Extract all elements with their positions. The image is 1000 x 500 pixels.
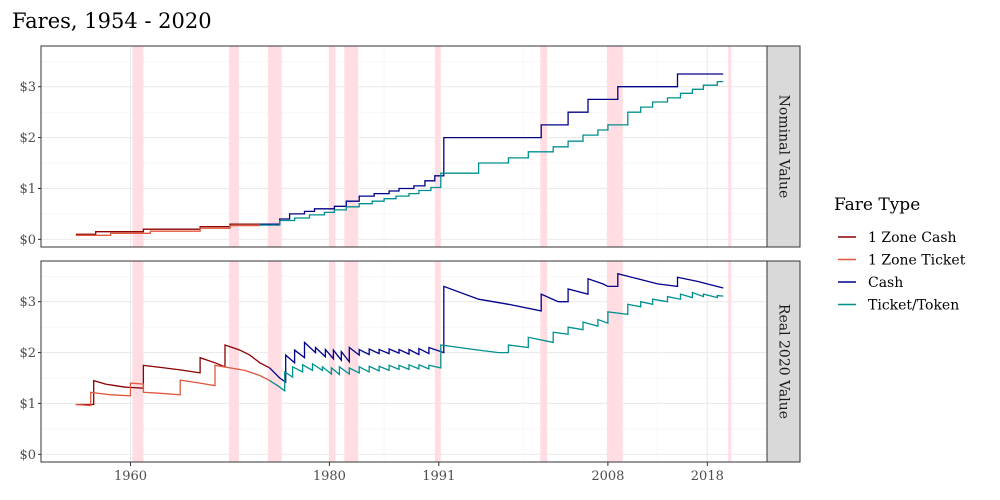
chart-title: Fares, 1954 - 2020 bbox=[12, 9, 212, 33]
facet-strip bbox=[766, 45, 801, 248]
chart-panels: $0 $1 $2 $3 Nominal Value $0 $1 $2 $3 Real 2020 V… bbox=[19, 45, 801, 463]
x-tick-label: 2018 bbox=[691, 469, 724, 484]
shaded-period bbox=[434, 261, 441, 462]
y-tick-label: $1 bbox=[19, 182, 36, 197]
shaded-period bbox=[434, 46, 441, 247]
shaded-period bbox=[606, 261, 623, 462]
shaded-period bbox=[228, 46, 239, 247]
facet-strip bbox=[766, 260, 801, 463]
facet-strip-label: Real 2020 Value bbox=[776, 304, 792, 419]
legend-label: Ticket/Token bbox=[868, 298, 959, 314]
shaded-period bbox=[540, 46, 548, 247]
facet-strip-label: Nominal Value bbox=[776, 95, 792, 199]
y-tick-label: $3 bbox=[19, 295, 36, 310]
shaded-period bbox=[267, 261, 282, 462]
shaded-period bbox=[329, 46, 336, 247]
series-line bbox=[75, 344, 270, 406]
series-line bbox=[75, 364, 270, 407]
series-line bbox=[269, 291, 724, 393]
panel-2: $0 $1 $2 $3 Real 2020 Value bbox=[19, 260, 801, 463]
y-tick-label: $1 bbox=[19, 397, 36, 412]
y-tick-label: $3 bbox=[19, 80, 36, 95]
series-line bbox=[259, 73, 724, 225]
legend-title: Fare Type bbox=[834, 195, 920, 215]
series-line bbox=[269, 272, 724, 384]
y-tick-label: $2 bbox=[19, 346, 36, 361]
y-tick-label: $2 bbox=[19, 131, 36, 146]
x-tick-label: 2008 bbox=[591, 469, 624, 484]
legend-label: 1 Zone Cash bbox=[868, 230, 957, 246]
x-axis: 1960 1980 1991 2008 2018 bbox=[114, 462, 724, 484]
legend-label: 1 Zone Ticket bbox=[868, 253, 966, 269]
y-tick-label: $0 bbox=[19, 448, 36, 463]
shaded-period bbox=[267, 46, 282, 247]
shaded-period bbox=[344, 261, 359, 462]
shaded-period bbox=[132, 46, 144, 247]
x-tick-label: 1980 bbox=[313, 469, 346, 484]
shaded-period bbox=[132, 261, 144, 462]
x-tick-label: 1960 bbox=[114, 469, 147, 484]
y-tick-label: $0 bbox=[19, 233, 36, 248]
shaded-period bbox=[728, 261, 732, 462]
panel-background bbox=[41, 46, 767, 247]
series-line bbox=[75, 224, 260, 236]
shaded-period bbox=[329, 261, 336, 462]
legend: Fare Type 1 Zone Cash 1 Zone Ticket Cash Tic… bbox=[834, 195, 966, 314]
shaded-period bbox=[606, 46, 623, 247]
legend-label: Cash bbox=[868, 275, 903, 291]
panel-background bbox=[41, 261, 767, 462]
shaded-period bbox=[344, 46, 359, 247]
shaded-period bbox=[728, 46, 732, 247]
shaded-period bbox=[228, 261, 239, 462]
panel-1: $0 $1 $2 $3 Nominal Value bbox=[19, 45, 801, 248]
series-line bbox=[259, 80, 724, 226]
shaded-period bbox=[540, 261, 548, 462]
x-tick-label: 1991 bbox=[422, 469, 455, 484]
